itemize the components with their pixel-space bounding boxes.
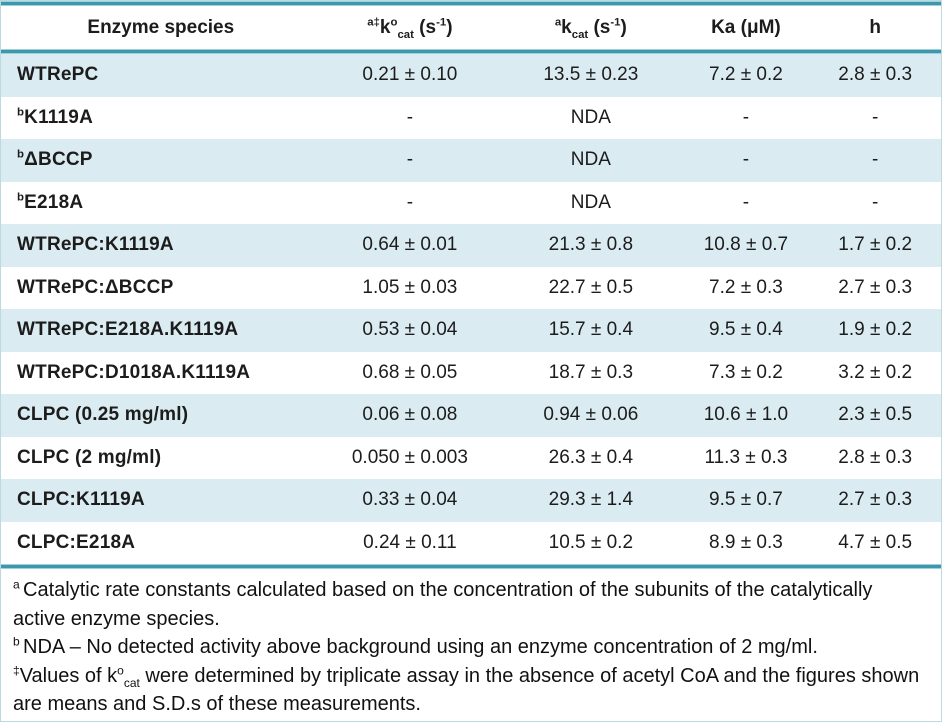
h-value-cell: 4.7 ± 0.5 xyxy=(838,531,913,553)
table-top-border xyxy=(1,1,941,6)
enzyme-species-cell: bE218A xyxy=(17,191,84,213)
table-body: WTRePC 0.21 ± 0.10 13.5 ± 0.23 7.2 ± 0.2… xyxy=(1,54,941,564)
enzyme-species-cell: WTRePC:E218A.K1119A xyxy=(17,319,239,341)
kcat-value-cell: NDA xyxy=(570,149,611,171)
table-row: bE218A - NDA - - xyxy=(1,181,941,224)
kcat-value-cell: 15.7 ± 0.4 xyxy=(548,319,634,341)
ka-value-cell: 7.2 ± 0.2 xyxy=(709,64,783,86)
kocat-value-cell: 0.21 ± 0.10 xyxy=(362,64,458,86)
kocat-value-cell: 0.64 ± 0.01 xyxy=(362,234,458,256)
kocat-value-cell: 0.06 ± 0.08 xyxy=(362,404,458,426)
table-row: WTRePC:E218A.K1119A 0.53 ± 0.04 15.7 ± 0… xyxy=(1,309,941,352)
table-row: WTRePC:K1119A 0.64 ± 0.01 21.3 ± 0.8 10.… xyxy=(1,224,941,267)
column-header-kcat: akcat (s-1) xyxy=(554,16,627,41)
ka-value-cell: 9.5 ± 0.4 xyxy=(709,319,783,341)
kocat-value-cell: 0.68 ± 0.05 xyxy=(362,361,458,383)
kinetics-table: Enzyme species a‡kocat (s-1) akcat (s-1)… xyxy=(1,1,941,569)
table-row: CLPC (0.25 mg/ml) 0.06 ± 0.08 0.94 ± 0.0… xyxy=(1,394,941,437)
enzyme-species-cell: CLPC (2 mg/ml) xyxy=(17,446,162,468)
h-value-cell: 2.3 ± 0.5 xyxy=(838,404,913,426)
kocat-value-cell: 0.53 ± 0.04 xyxy=(362,319,458,341)
ka-value-cell: - xyxy=(742,191,750,213)
kcat-value-cell: 29.3 ± 1.4 xyxy=(548,489,634,511)
ka-value-cell: - xyxy=(742,149,750,171)
table-header-underline xyxy=(1,49,941,54)
h-value-cell: 3.2 ± 0.2 xyxy=(838,361,913,383)
kocat-value-cell: 1.05 ± 0.03 xyxy=(362,276,458,298)
enzyme-species-cell: CLPC:E218A xyxy=(17,531,136,553)
footnote-a: a Catalytic rate constants calculated ba… xyxy=(13,577,873,630)
enzyme-species-cell: WTRePC:D1018A.K1119A xyxy=(17,361,251,383)
enzyme-species-cell: WTRePC:K1119A xyxy=(17,234,174,256)
footnotes: a Catalytic rate constants calculated ba… xyxy=(1,569,941,721)
ka-value-cell: 10.6 ± 1.0 xyxy=(703,404,789,426)
column-header-kocat: a‡kocat (s-1) xyxy=(367,16,453,41)
table-row: CLPC (2 mg/ml) 0.050 ± 0.003 26.3 ± 0.4 … xyxy=(1,436,941,479)
h-value-cell: 2.8 ± 0.3 xyxy=(838,446,913,468)
kcat-value-cell: NDA xyxy=(570,106,611,128)
enzyme-species-cell: WTRePC xyxy=(17,64,99,86)
column-header-ka: Ka (μM) xyxy=(711,16,781,38)
h-value-cell: - xyxy=(872,106,879,128)
kcat-value-cell: 18.7 ± 0.3 xyxy=(548,361,634,383)
column-header-enzyme-species: Enzyme species xyxy=(87,16,235,38)
enzyme-species-cell: CLPC (0.25 mg/ml) xyxy=(17,404,189,426)
ka-value-cell: 9.5 ± 0.7 xyxy=(709,489,783,511)
kocat-value-cell: 0.24 ± 0.11 xyxy=(363,531,457,553)
ka-value-cell: 10.8 ± 0.7 xyxy=(703,234,789,256)
kcat-value-cell: 22.7 ± 0.5 xyxy=(548,276,634,298)
h-value-cell: 2.7 ± 0.3 xyxy=(838,489,913,511)
h-value-cell: 2.8 ± 0.3 xyxy=(838,64,913,86)
table-row: WTRePC:D1018A.K1119A 0.68 ± 0.05 18.7 ± … xyxy=(1,351,941,394)
table-row: CLPC:E218A 0.24 ± 0.11 10.5 ± 0.2 8.9 ± … xyxy=(1,521,941,564)
kcat-value-cell: 26.3 ± 0.4 xyxy=(548,446,634,468)
h-value-cell: 1.9 ± 0.2 xyxy=(838,319,913,341)
column-header-h: h xyxy=(869,16,881,38)
ka-value-cell: 8.9 ± 0.3 xyxy=(709,531,783,553)
table-row: WTRePC 0.21 ± 0.10 13.5 ± 0.23 7.2 ± 0.2… xyxy=(1,54,941,97)
ka-value-cell: 7.2 ± 0.3 xyxy=(709,276,783,298)
kocat-value-cell: 0.33 ± 0.04 xyxy=(362,489,458,511)
h-value-cell: 2.7 ± 0.3 xyxy=(838,276,913,298)
kcat-value-cell: 21.3 ± 0.8 xyxy=(548,234,634,256)
ka-value-cell: - xyxy=(742,106,750,128)
table-row: WTRePC:ΔBCCP 1.05 ± 0.03 22.7 ± 0.5 7.2 … xyxy=(1,266,941,309)
h-value-cell: 1.7 ± 0.2 xyxy=(838,234,913,256)
kocat-value-cell: - xyxy=(406,149,414,171)
kocat-value-cell: 0.050 ± 0.003 xyxy=(351,446,468,468)
ka-value-cell: 11.3 ± 0.3 xyxy=(704,446,788,468)
table-header-row: Enzyme species a‡kocat (s-1) akcat (s-1)… xyxy=(1,6,941,49)
kcat-value-cell: NDA xyxy=(570,191,611,213)
kcat-value-cell: 0.94 ± 0.06 xyxy=(543,404,639,426)
enzyme-species-cell: bΔBCCP xyxy=(17,148,93,171)
h-value-cell: - xyxy=(872,191,879,213)
h-value-cell: - xyxy=(872,149,879,171)
footnote-double-dagger: ‡Values of kocat were determined by trip… xyxy=(13,662,920,715)
footnote-b: b NDA – No detected activity above backg… xyxy=(13,634,818,658)
kcat-value-cell: 13.5 ± 0.23 xyxy=(543,64,639,86)
kocat-value-cell: - xyxy=(406,191,414,213)
enzyme-species-cell: CLPC:K1119A xyxy=(17,489,145,511)
kocat-value-cell: - xyxy=(406,106,414,128)
table-row: bK1119A - NDA - - xyxy=(1,96,941,139)
table-bottom-border xyxy=(1,564,941,569)
table-row: bΔBCCP - NDA - - xyxy=(1,139,941,182)
table-row: CLPC:K1119A 0.33 ± 0.04 29.3 ± 1.4 9.5 ±… xyxy=(1,479,941,522)
ka-value-cell: 7.3 ± 0.2 xyxy=(709,361,783,383)
kcat-value-cell: 10.5 ± 0.2 xyxy=(548,531,634,553)
enzyme-species-cell: WTRePC:ΔBCCP xyxy=(17,276,174,298)
enzyme-species-cell: bK1119A xyxy=(17,106,93,128)
